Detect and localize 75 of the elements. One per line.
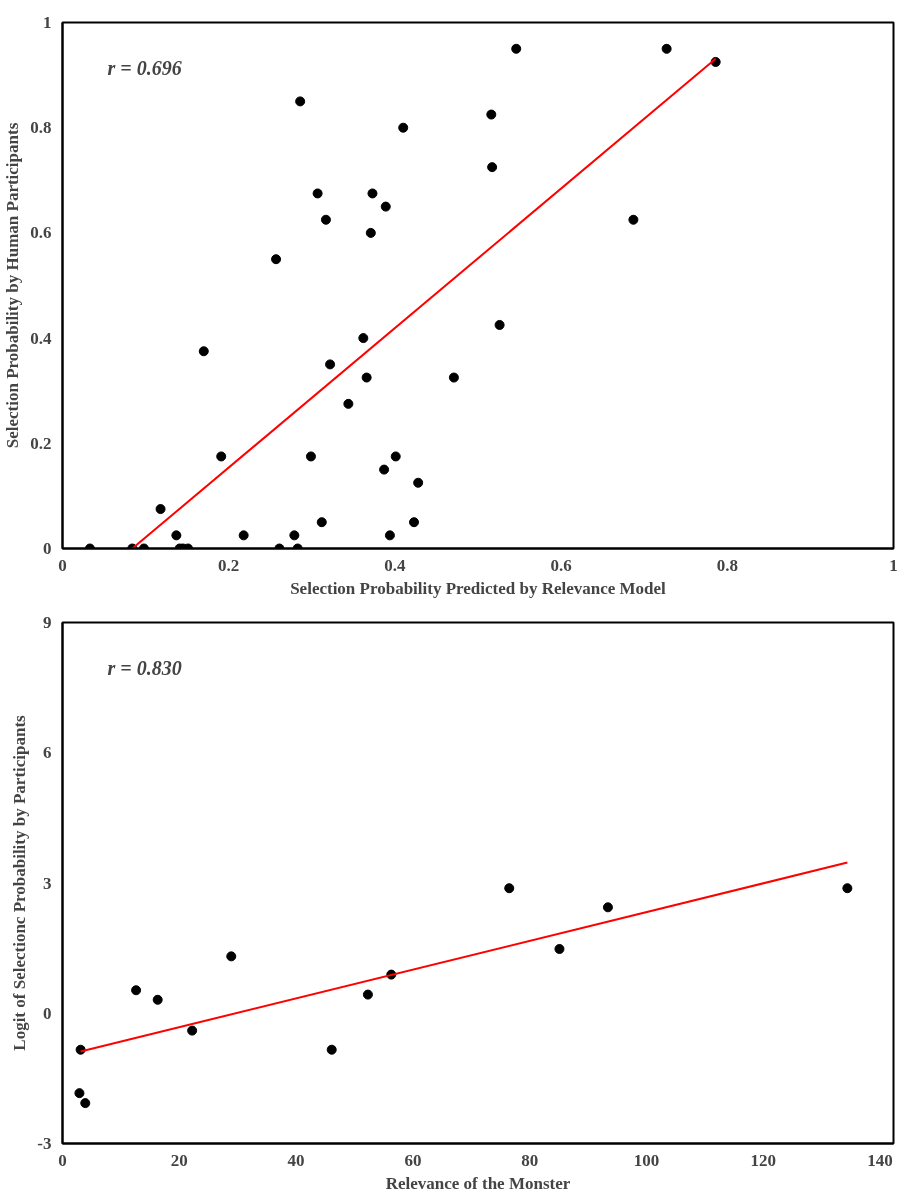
point <box>289 530 300 541</box>
point <box>271 254 282 265</box>
point <box>409 517 420 528</box>
point <box>365 227 376 238</box>
point <box>216 451 227 462</box>
y-tick-label: -3 <box>37 1134 52 1153</box>
point <box>842 883 853 894</box>
point <box>226 951 237 962</box>
y-tick-label: 9 <box>43 613 52 632</box>
point <box>380 201 391 212</box>
point <box>398 122 409 133</box>
point <box>413 477 424 488</box>
x-tick-label: 0.8 <box>716 555 738 575</box>
x-tick-label: 0.2 <box>218 555 240 575</box>
point <box>602 902 613 913</box>
point <box>187 1025 198 1036</box>
y-tick-label: 3 <box>43 873 52 893</box>
point <box>325 359 336 370</box>
point <box>320 214 331 225</box>
point <box>305 451 316 462</box>
x-tick-label: 60 <box>404 1150 422 1170</box>
x-tick-label: 40 <box>287 1150 305 1170</box>
point <box>486 109 497 120</box>
annotation: r = 0.830 <box>107 656 182 679</box>
point <box>171 530 182 541</box>
x-tick-label: 0 <box>58 555 67 575</box>
point <box>326 1044 337 1055</box>
point <box>511 43 522 54</box>
x-tick-label: 140 <box>867 1150 893 1170</box>
y-tick-label: 0 <box>43 1003 52 1023</box>
point <box>152 994 163 1005</box>
point <box>504 883 515 894</box>
point <box>390 451 401 462</box>
y-tick-label: 0.8 <box>30 118 52 138</box>
point <box>155 504 166 515</box>
x-axis-title: Relevance of the Monster <box>385 1173 571 1193</box>
point <box>312 188 323 199</box>
point <box>379 464 390 475</box>
point <box>448 372 459 383</box>
point <box>295 96 306 107</box>
annotation: r = 0.696 <box>107 56 182 79</box>
y-tick-label: 0 <box>43 539 52 558</box>
point <box>384 530 395 541</box>
x-tick-label: 0 <box>58 1150 67 1170</box>
x-tick-label: 120 <box>750 1150 777 1170</box>
point <box>358 333 369 344</box>
x-axis-title: Selection Probability Predicted by Relevance Model <box>290 578 667 598</box>
point <box>238 530 249 541</box>
point <box>367 188 378 199</box>
point <box>80 1098 91 1109</box>
y-tick-label: 0.6 <box>30 223 52 243</box>
x-tick-label: 100 <box>633 1150 660 1170</box>
point <box>198 346 209 357</box>
point <box>361 372 372 383</box>
point <box>487 162 498 173</box>
y-tick-label: 6 <box>43 743 52 763</box>
point <box>362 989 373 1000</box>
y-tick-label: 0.2 <box>30 433 52 453</box>
point <box>661 43 672 54</box>
y-tick-label: 1 <box>43 13 52 32</box>
point <box>74 1088 85 1099</box>
y-axis-title: Selection Probability by Human Participants <box>3 122 23 449</box>
point <box>316 517 327 528</box>
x-tick-label: 20 <box>170 1150 188 1170</box>
y-tick-label: 0.4 <box>30 328 52 348</box>
point <box>131 985 142 996</box>
y-axis-title: Logit of Selectionc Probability by Participants <box>10 714 30 1051</box>
x-tick-label: 1 <box>889 555 898 575</box>
point <box>494 319 505 330</box>
point <box>628 214 639 225</box>
x-tick-label: 0.4 <box>384 555 407 575</box>
point <box>343 398 354 409</box>
x-tick-label: 0.6 <box>550 555 572 575</box>
x-tick-label: 80 <box>521 1150 539 1170</box>
point <box>554 944 565 954</box>
